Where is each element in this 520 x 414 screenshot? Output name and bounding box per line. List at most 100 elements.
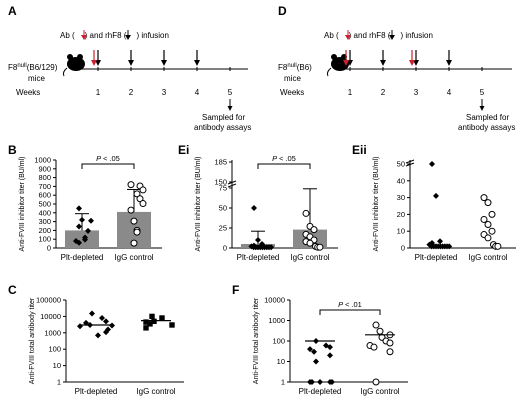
strain-label-a: F8null(B6/129) — [8, 63, 58, 72]
data-point-circle — [386, 339, 394, 347]
ab-arrowhead-icon — [343, 60, 349, 66]
data-point-diamond — [82, 236, 88, 243]
panel-label: B — [8, 143, 17, 157]
data-point-diamond — [307, 346, 313, 353]
data-point-circle — [376, 327, 384, 335]
significance-bracket — [81, 163, 135, 169]
category-label: Plt-depleted — [75, 387, 118, 396]
week-tick-label: 2 — [129, 88, 134, 97]
y-tick-label: 10000 — [264, 296, 285, 305]
week-tick-label: 1 — [96, 88, 101, 97]
category-label: Plt-depleted — [61, 253, 104, 262]
sampled-line1-a: Sampled for — [202, 113, 245, 122]
y-axis-label: Anti-FVIII total antibody titer — [29, 297, 36, 384]
y-tick-label: 10 — [397, 227, 405, 236]
data-point-diamond — [95, 332, 101, 339]
rhf8-arrowhead-icon — [413, 60, 419, 66]
data-point-circle — [484, 234, 492, 242]
y-tick-label: 1 — [57, 378, 61, 387]
data-point-diamond — [89, 310, 95, 317]
data-point-diamond — [103, 329, 109, 336]
sampled-line2-a: antibody assays — [194, 123, 251, 132]
chart-ei: Ei Anti-FVIII inhibitor titer (BU/ml) 0 25 5… — [178, 143, 338, 262]
mouse-icon — [62, 54, 85, 77]
y-tick-label: 1000 — [34, 156, 51, 165]
legend-rhf8-arrowhead-icon-d — [389, 35, 395, 40]
strain-label-d: F8null(B6) — [278, 63, 312, 72]
y-tick-label: 0 — [47, 244, 51, 253]
ab-arrowhead-icon — [91, 60, 97, 66]
axis-break-mark — [405, 159, 415, 164]
data-point-square — [151, 318, 157, 325]
data-point-diamond — [88, 217, 94, 224]
week-tick-label: 5 — [228, 88, 233, 97]
y-tick-label: 600 — [38, 191, 51, 200]
data-point-circle — [306, 239, 314, 247]
data-point-circle — [484, 220, 492, 228]
rhf8-arrowhead-icon — [95, 60, 101, 66]
rhf8-arrowhead-icon — [446, 60, 452, 66]
category-label: IgG control — [290, 253, 329, 262]
y-axis-label: Anti-FVIII inhibitor titer (BU/ml) — [373, 157, 380, 252]
chart-f: F Anti-FVIII total antibody titer 1 10 100 10… — [232, 283, 408, 396]
panel-label: Eii — [352, 143, 367, 157]
schematic-ab-text-d: Ab () and rhF8 () infusion — [324, 31, 433, 40]
data-point-diamond — [85, 227, 91, 234]
rhf8-arrowhead-icon — [380, 60, 386, 66]
panel-a-schematic: A Ab () and rhF8 () infusion F8null(B6/1… — [8, 4, 251, 132]
data-point-circle — [386, 348, 394, 356]
data-point-square — [147, 321, 153, 327]
data-point-diamond — [255, 237, 261, 243]
sample-arrowhead-icon — [227, 106, 233, 111]
panel-label: F — [232, 283, 239, 297]
y-axis-label: Anti-FVIII inhibitor titer (BU/ml) — [19, 157, 26, 252]
data-point-circle — [130, 239, 138, 247]
data-point-diamond — [76, 223, 82, 230]
category-label: Plt-depleted — [237, 253, 280, 262]
data-point-diamond — [79, 216, 85, 223]
data-point-diamond — [446, 243, 453, 250]
y-tick-label: 900 — [38, 164, 51, 173]
sampled-line2-d: antibody assays — [458, 123, 515, 132]
data-point-circle — [372, 321, 380, 329]
data-point-diamond — [309, 379, 315, 385]
y-tick-label: 50 — [397, 160, 405, 169]
data-point-circle — [310, 226, 318, 234]
data-point-diamond — [429, 161, 435, 167]
data-point-diamond — [437, 238, 443, 245]
chart-c: C Anti-FVIII total antibody titer 1 10 100 10… — [8, 283, 184, 396]
data-point-circle — [139, 186, 147, 194]
panel-label: C — [8, 283, 17, 297]
data-point-circle — [480, 215, 488, 223]
y-tick-label: 1000 — [268, 316, 285, 325]
y-tick-label: 800 — [38, 173, 51, 182]
y-tick-label: 400 — [38, 208, 51, 217]
chart-eii: Eii Anti-FVIII inhibitor titer (BU/ml) 0 10… — [352, 143, 516, 262]
data-point-circle — [480, 194, 488, 202]
category-label: Plt-depleted — [415, 253, 458, 262]
y-tick-label: 30 — [397, 193, 405, 202]
y-tick-label: 200 — [38, 226, 51, 235]
y-tick-label: 50 — [219, 204, 227, 213]
infusion-arrows-a — [91, 50, 233, 111]
axis-break-mark — [405, 162, 415, 167]
rhf8-arrowhead-icon — [128, 60, 134, 66]
category-label: IgG control — [360, 387, 399, 396]
y-tick-label: 0 — [401, 244, 405, 253]
axis-break-mark — [227, 180, 237, 185]
y-tick-label: 100 — [48, 345, 61, 354]
y-tick-label: 100 — [38, 235, 51, 244]
y-tick-label: 1000 — [44, 328, 61, 337]
data-point-circle — [370, 343, 378, 351]
y-tick-label: 500 — [38, 200, 51, 209]
significance-label: P < .01 — [338, 300, 362, 309]
data-point-circle — [484, 199, 492, 207]
data-point-circle — [127, 206, 135, 214]
week-tick-label: 4 — [447, 88, 452, 97]
data-point-diamond — [76, 239, 82, 246]
data-point-square — [159, 315, 165, 321]
y-tick-label: 100000 — [36, 296, 61, 305]
data-point-circle — [488, 210, 496, 218]
data-point-circle — [133, 228, 141, 236]
